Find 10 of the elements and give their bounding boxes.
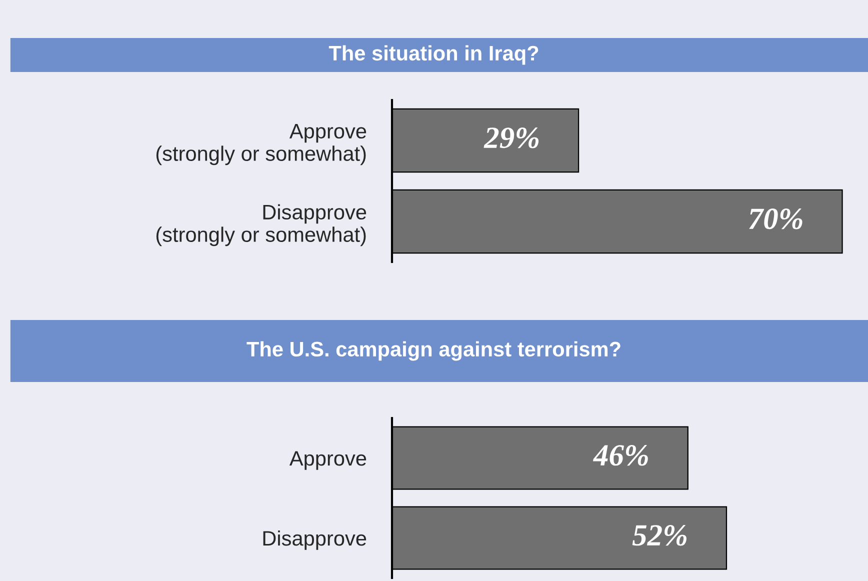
chart-title: The situation in Iraq?: [328, 45, 538, 65]
data-label: 46%: [592, 445, 648, 466]
data-label: 70%: [749, 208, 802, 230]
data-label: 29%: [484, 128, 539, 148]
y-tick-label: Disapprove (strongly or somewhat): [156, 204, 366, 246]
y-tick-label: Disapprove: [263, 530, 366, 550]
y-tick-label: Approve: [289, 451, 366, 470]
chart-title: The U.S. campaign against terrorism?: [246, 341, 620, 361]
y-tick-label: Approve (strongly or somewhat): [156, 124, 366, 166]
data-label: 52%: [632, 525, 686, 546]
